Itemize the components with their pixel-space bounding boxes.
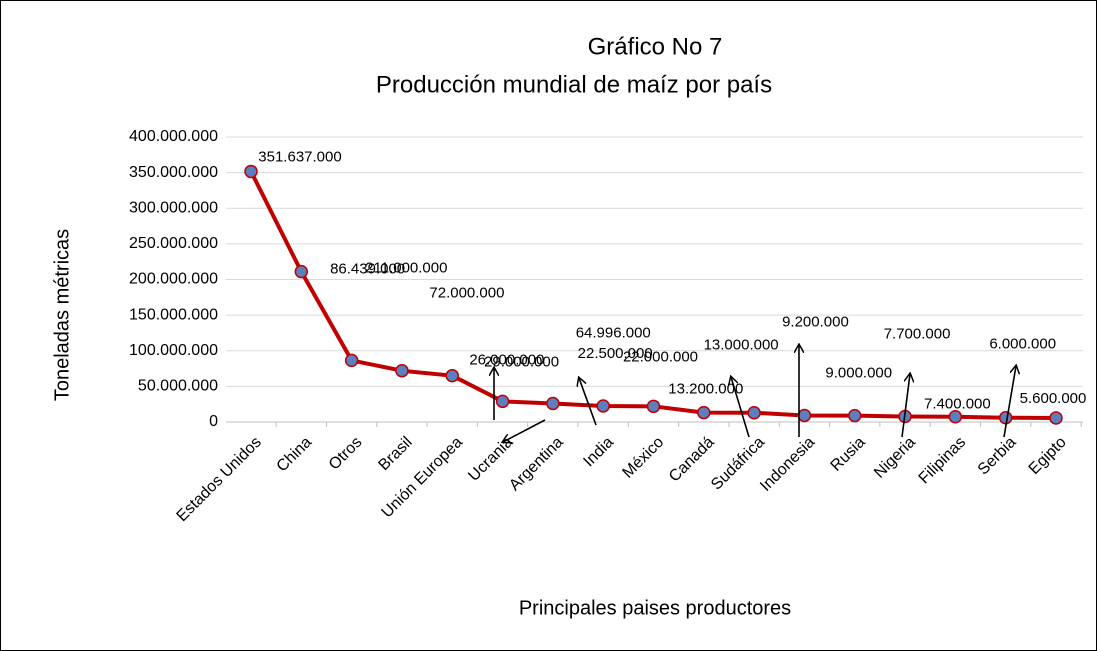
marker (948, 409, 963, 424)
y-tick-label: 250.000.000 (129, 235, 218, 252)
chart-title: Gráfico No 7 (588, 33, 723, 60)
data-label: 211.000.000 (365, 260, 447, 277)
data-label: 5.600.000 (1020, 390, 1087, 407)
marker (1049, 411, 1063, 425)
marker (596, 399, 610, 413)
data-label: 7.400.000 (924, 396, 991, 413)
data-label: 26.000.000 (469, 351, 544, 368)
y-tick-label: 400.000.000 (129, 128, 218, 145)
data-label: 64.996.000 (576, 325, 651, 342)
data-label: 351.637.000 (258, 148, 341, 165)
arrow (503, 419, 546, 442)
marker (998, 410, 1013, 425)
y-tick-label: 350.000.000 (129, 164, 218, 181)
marker (294, 264, 309, 279)
marker (395, 363, 409, 378)
marker (344, 353, 359, 368)
data-label: 86.439.000 (330, 260, 405, 277)
arrow (901, 374, 910, 438)
y-axis-label: Toneladas métricas (51, 229, 73, 401)
arrow (1003, 366, 1016, 438)
data-label: 72.000.000 (429, 285, 504, 302)
marker (848, 408, 862, 423)
data-label: 29.000.000 (484, 353, 559, 370)
arrows (494, 345, 1016, 442)
data-label: 13.000.000 (704, 337, 779, 354)
marker (646, 399, 661, 414)
marker (244, 164, 258, 179)
data-label: 9.000.000 (825, 365, 892, 382)
data-label: 9.200.000 (782, 313, 849, 330)
chart-subtitle: Producción mundial de maíz por país (376, 71, 772, 98)
y-tick-label: 150.000.000 (129, 306, 218, 323)
data-label: 13.200.000 (668, 381, 743, 398)
arrow (731, 377, 750, 438)
marker (546, 396, 560, 411)
data-label: 22.500.000 (578, 345, 653, 362)
marker (747, 405, 761, 420)
x-axis-label: Principales paises productores (519, 597, 791, 619)
arrow (579, 378, 597, 426)
y-tick-label: 100.000.000 (129, 342, 218, 359)
marker (797, 408, 812, 423)
y-tick-label: 0 (209, 413, 218, 430)
data-label: 22.000.000 (623, 348, 698, 365)
y-tick-label: 300.000.000 (129, 199, 218, 216)
marker (495, 394, 510, 409)
y-tick-label: 50.000.000 (138, 378, 218, 395)
marker (697, 405, 711, 420)
y-tick-label: 200.000.000 (129, 271, 218, 288)
data-label: 6.000.000 (989, 336, 1056, 353)
data-label: 7.700.000 (884, 325, 951, 342)
marker (445, 368, 459, 383)
